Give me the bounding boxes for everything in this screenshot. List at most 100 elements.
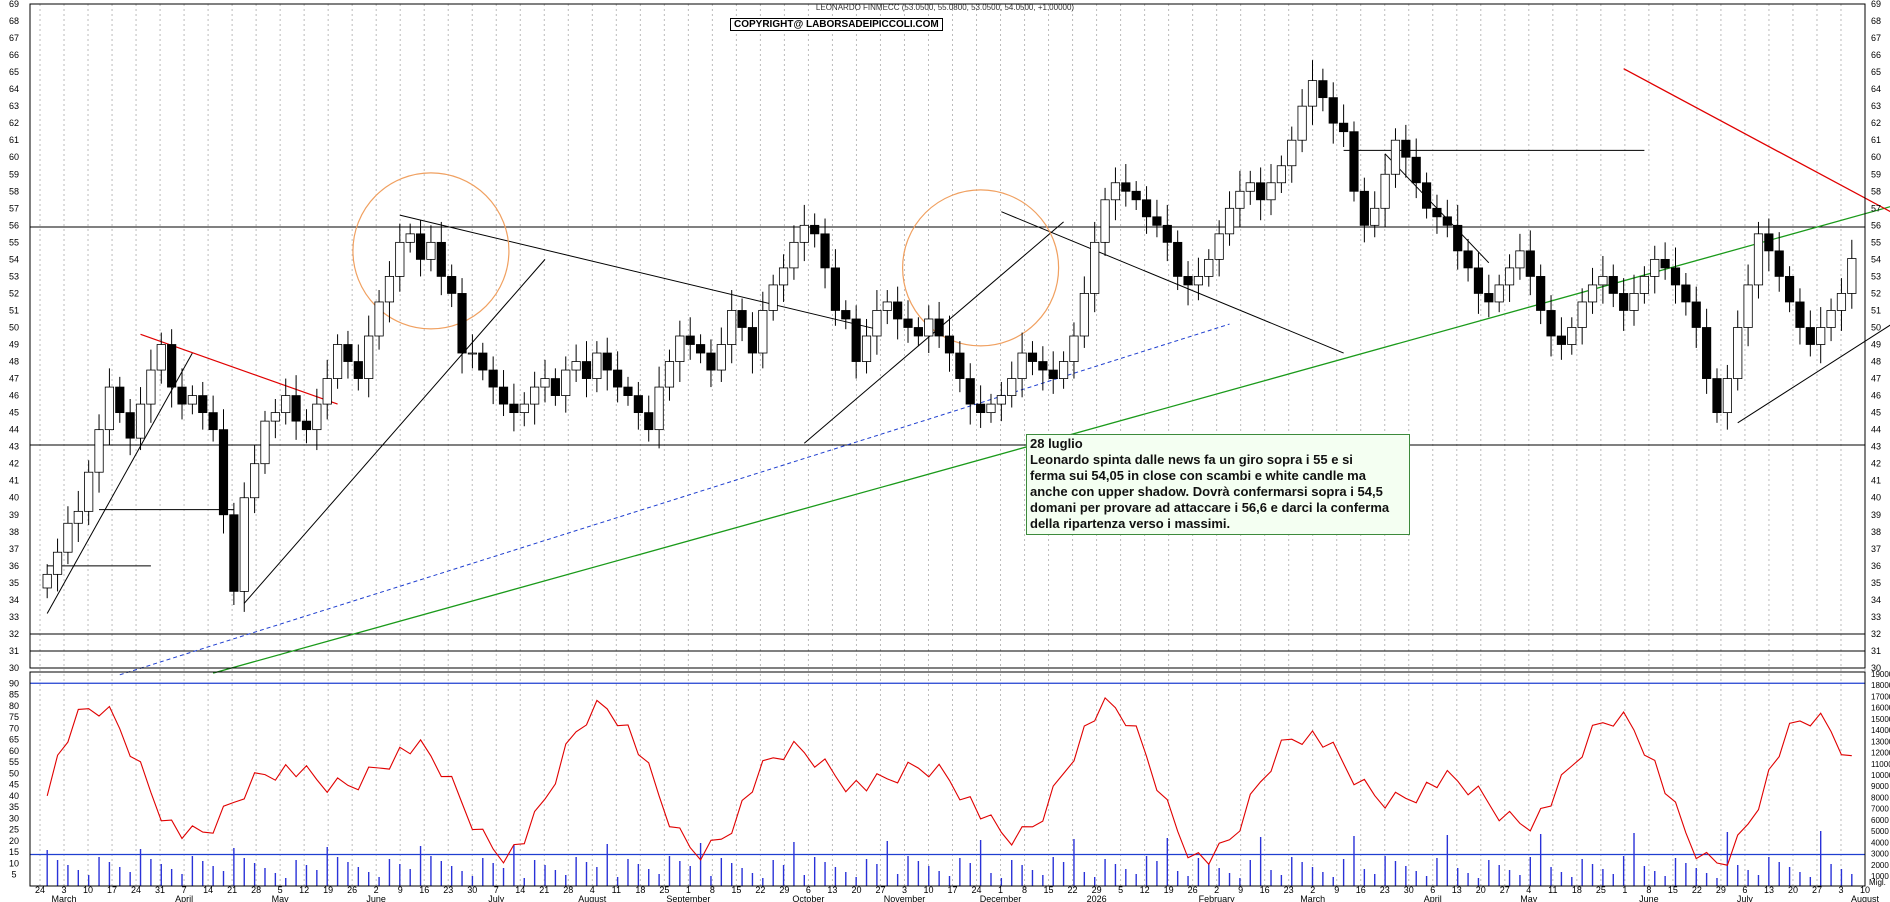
y-tick-label: 61 xyxy=(1871,135,1881,145)
y-tick-label: 41 xyxy=(9,476,19,486)
x-tick-label: 16 xyxy=(1260,885,1270,895)
candle-body xyxy=(1380,173,1390,209)
x-tick-label: 30 xyxy=(467,885,477,895)
y-tick-label: 90 xyxy=(9,678,19,688)
volume-tick-label: 14000 xyxy=(1871,726,1890,735)
candle-body xyxy=(384,276,395,303)
candle-body xyxy=(747,327,758,354)
candle-body xyxy=(125,412,135,439)
x-tick-label: 15 xyxy=(731,885,741,895)
x-tick-label: 10 xyxy=(1860,885,1870,895)
candle-body xyxy=(976,403,986,414)
x-tick-label: 23 xyxy=(1284,885,1294,895)
volume-tick-label: 18000 xyxy=(1871,681,1890,690)
y-tick-label: 46 xyxy=(1871,391,1881,401)
x-tick-label: 10 xyxy=(83,885,93,895)
month-label: August xyxy=(578,894,607,902)
copyright-label: COPYRIGHT@ LABORSADEIPICCOLI.COM xyxy=(730,18,943,31)
y-tick-label: 10 xyxy=(9,858,19,868)
y-tick-label: 52 xyxy=(9,288,19,298)
candle-body xyxy=(1121,182,1131,192)
y-tick-label: 35 xyxy=(9,802,19,812)
candle-body xyxy=(208,412,218,431)
candle-body xyxy=(571,361,581,371)
highlight-circle xyxy=(352,172,510,330)
candle-body xyxy=(1162,224,1172,243)
candle-body xyxy=(457,293,467,354)
x-tick-label: 29 xyxy=(1716,885,1726,895)
candle-body xyxy=(789,241,799,269)
y-tick-label: 68 xyxy=(9,16,19,26)
candle-body xyxy=(1256,182,1266,201)
candle-body xyxy=(1100,199,1110,243)
month-label: July xyxy=(488,894,505,902)
y-tick-label: 85 xyxy=(9,690,19,700)
y-tick-label: 49 xyxy=(9,340,19,350)
y-tick-label: 30 xyxy=(1871,663,1881,673)
x-tick-label: 2 xyxy=(1310,885,1315,895)
volume-tick-label: 3000 xyxy=(1871,850,1889,859)
candle-body xyxy=(1691,301,1701,328)
candle-body xyxy=(1339,122,1349,133)
y-tick-label: 54 xyxy=(9,254,19,264)
axes: 24 3 10 17 24 31 7 14 21 28 5 12 19 26 2 9 16 23 30 7 14 21 28… xyxy=(9,0,1890,902)
candle-body xyxy=(52,551,63,575)
x-tick-label: 24 xyxy=(35,885,45,895)
candle-body xyxy=(1764,233,1774,252)
y-tick-label: 45 xyxy=(9,408,19,418)
candle-body xyxy=(1587,284,1598,303)
y-tick-label: 53 xyxy=(9,271,19,281)
candle-body xyxy=(115,386,125,414)
candle-body xyxy=(1110,182,1121,201)
x-tick-label: 25 xyxy=(1596,885,1606,895)
y-tick-label: 70 xyxy=(9,723,19,733)
candle-body xyxy=(633,395,643,414)
x-tick-label: 28 xyxy=(251,885,261,895)
x-tick-label: 24 xyxy=(131,885,141,895)
x-tick-label: 20 xyxy=(1476,885,1486,895)
y-tick-label: 56 xyxy=(1871,220,1881,230)
candle-body xyxy=(810,224,820,235)
candle-body xyxy=(1090,241,1100,294)
x-tick-label: 19 xyxy=(323,885,333,895)
x-tick-label: 18 xyxy=(1572,885,1582,895)
y-tick-label: 45 xyxy=(9,780,19,790)
x-tick-label: 5 xyxy=(278,885,283,895)
candle-body xyxy=(415,233,426,260)
y-tick-label: 38 xyxy=(9,527,19,537)
candle-body xyxy=(1048,369,1058,379)
candle-body xyxy=(1442,216,1452,226)
candle-body xyxy=(1079,293,1089,337)
candle-body xyxy=(986,403,996,414)
x-tick-label: 7 xyxy=(494,885,499,895)
candle-body xyxy=(530,386,540,405)
candle-body xyxy=(229,514,239,592)
candle-body xyxy=(1670,267,1681,286)
analysis-note: 28 luglio Leonardo spinta dalle news fa … xyxy=(1026,434,1410,535)
y-tick-label: 41 xyxy=(1871,476,1881,486)
x-tick-label: 7 xyxy=(182,885,187,895)
x-tick-label: 16 xyxy=(419,885,429,895)
candle-body xyxy=(592,352,602,379)
volume-axis-label: Migl. xyxy=(1869,878,1886,887)
candle-body xyxy=(623,386,633,396)
x-tick-label: 6 xyxy=(1430,885,1435,895)
x-tick-label: 20 xyxy=(851,885,861,895)
y-tick-label: 43 xyxy=(9,442,19,452)
y-tick-label: 37 xyxy=(1871,544,1881,554)
dashed-trendline xyxy=(119,323,1230,676)
candle-body xyxy=(395,241,405,277)
candle-body xyxy=(1743,284,1753,328)
candle-body xyxy=(1619,293,1629,311)
candle-body xyxy=(270,412,280,422)
x-tick-label: 3 xyxy=(62,885,67,895)
volume-tick-label: 13000 xyxy=(1871,737,1890,746)
x-tick-label: 25 xyxy=(659,885,669,895)
y-tick-label: 36 xyxy=(9,561,19,571)
y-tick-label: 62 xyxy=(9,118,19,128)
x-tick-label: 2 xyxy=(1214,885,1219,895)
y-tick-label: 30 xyxy=(9,813,19,823)
candle-body xyxy=(1556,335,1566,345)
candle-body xyxy=(1525,250,1535,277)
y-tick-label: 38 xyxy=(1871,527,1881,537)
